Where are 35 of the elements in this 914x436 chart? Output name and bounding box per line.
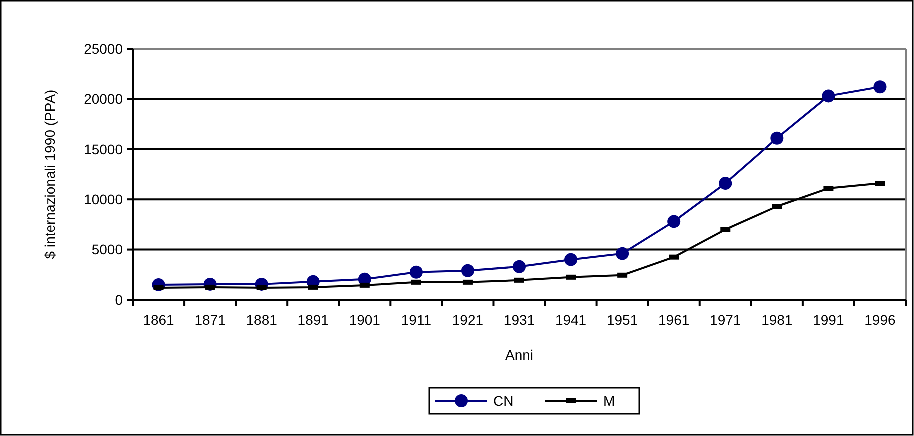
y-tick-label: 5000 [92,242,124,258]
x-axis-title: Anni [505,347,534,363]
point [461,264,474,278]
point [513,260,526,274]
x-tick-label: 1921 [452,312,484,328]
y-tick-label: 20000 [84,91,124,108]
x-tick-label: 1951 [606,312,638,328]
x-tick-label: 1981 [762,312,793,328]
point [770,132,784,145]
x-tick-label: 1941 [555,312,587,328]
x-tick-label: 1991 [813,312,844,328]
x-tick-label: 1961 [658,312,690,328]
y-tick-label: 25000 [84,40,124,57]
point [564,253,578,266]
point [410,266,423,279]
point [616,247,630,260]
point [822,90,836,103]
x-tick-label: 1861 [143,312,175,328]
x-tick-label: 1871 [194,312,226,328]
x-tick-label: 1996 [864,312,896,328]
x-tick-label: 1971 [710,312,742,328]
point [668,215,681,228]
point [874,80,887,94]
x-tick-label: 1881 [246,312,278,328]
y-axis-title: $ internazionali 1990 (PPA) [42,90,58,260]
x-tick-label: 1901 [349,312,381,328]
y-tick-label: 10000 [84,192,124,208]
point [719,177,732,190]
x-tick-label: 1891 [298,312,330,328]
legend-label: M [604,392,616,409]
y-tick-label: 15000 [84,141,124,158]
legend-label: CN [494,392,514,409]
x-tick-label: 1911 [401,312,432,328]
y-tick-label: 0 [115,292,124,308]
x-tick-label: 1931 [504,312,536,328]
